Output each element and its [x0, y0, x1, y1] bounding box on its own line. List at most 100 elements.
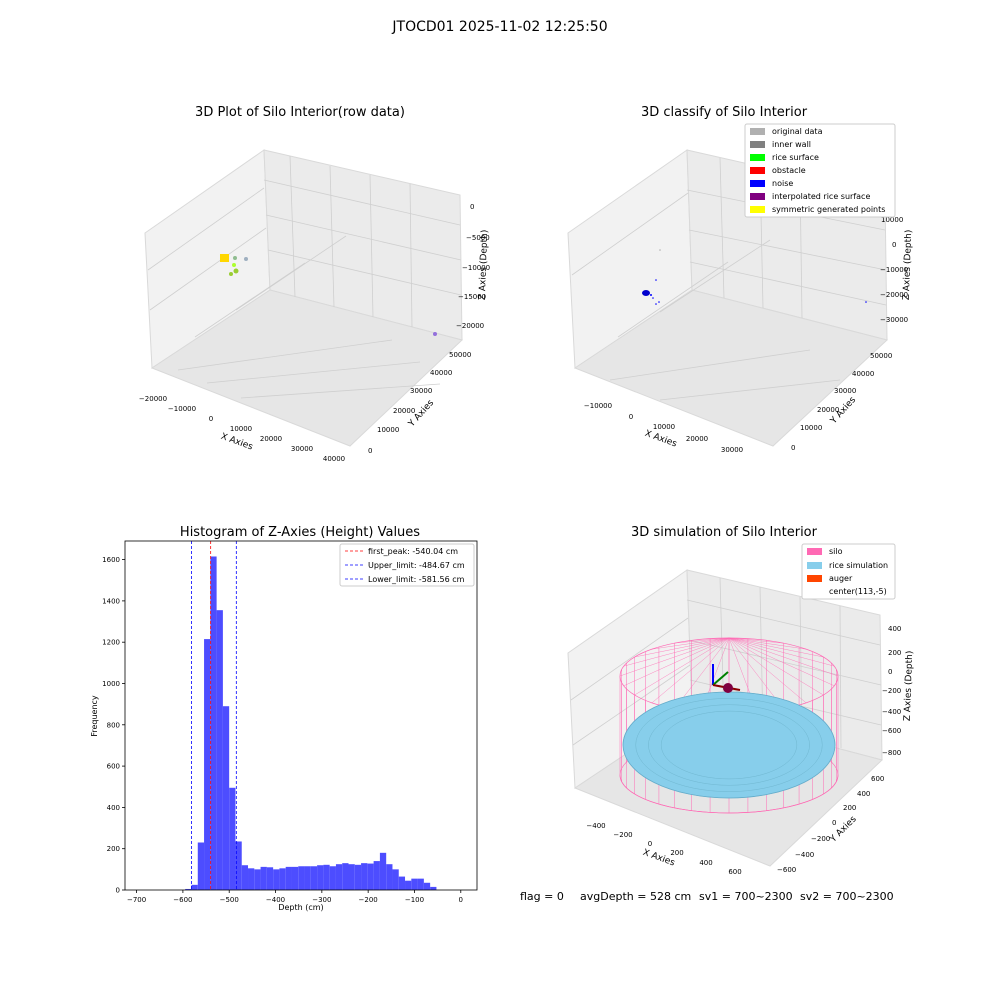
x-ticks: −700 −600 −500 −400 −300 −200 −100 0	[127, 890, 463, 904]
legend-label: center(113,-5)	[829, 587, 887, 596]
legend-label: auger	[829, 574, 853, 583]
silo-roof-line	[651, 637, 730, 650]
legend-swatch	[750, 141, 765, 148]
silo-roof-line	[728, 637, 835, 667]
legend: first_peak: -540.04 cm Upper_limit: -484…	[339, 543, 475, 587]
panel-classify-title: 3D classify of Silo Interior	[641, 105, 808, 120]
tick-y: −400	[795, 851, 814, 859]
tick-z: −10000	[880, 266, 908, 274]
tick-y: −200	[811, 835, 830, 843]
tick-y: 0	[791, 444, 795, 452]
histogram-reference-lines	[191, 541, 237, 890]
legend-label: inner wall	[772, 140, 811, 149]
y-tick-label: 600	[107, 763, 120, 771]
rice-contour	[661, 710, 797, 780]
histogram-bar	[430, 886, 437, 890]
data-points	[220, 254, 437, 336]
tick-y: 40000	[852, 370, 874, 378]
histogram-bar	[379, 852, 387, 890]
histogram-bar	[191, 884, 198, 890]
histogram-bar	[342, 863, 349, 890]
axis-label-y: Frequency	[90, 695, 99, 737]
legend: silo rice simulation auger center(113,-5…	[801, 543, 896, 600]
tick-y: 200	[843, 804, 856, 812]
flag-text: flag = 0	[520, 890, 564, 903]
tick-z: 0	[470, 203, 474, 211]
histogram-bar	[367, 863, 374, 890]
histogram-bar	[417, 878, 424, 890]
tick-z: −5000	[466, 234, 490, 242]
plot-frame	[124, 540, 478, 891]
silo-roof-line	[728, 637, 824, 696]
histogram-bar	[423, 882, 431, 890]
pane-floor	[150, 289, 463, 447]
histogram-bar	[361, 863, 368, 890]
histogram-bar	[329, 866, 336, 890]
tick-y: 30000	[410, 387, 432, 395]
legend-swatch	[807, 562, 822, 569]
x-tick-label: −600	[173, 896, 192, 904]
legend-label: silo	[829, 547, 843, 556]
legend-swatch	[750, 206, 765, 213]
axis-label-z: Z Axies (Depth)	[902, 230, 914, 301]
tick-z: 200	[888, 649, 901, 657]
histogram-bar	[185, 888, 192, 890]
x-tick-label: 0	[459, 896, 463, 904]
tick-x: 200	[670, 849, 683, 857]
legend-label: rice simulation	[829, 561, 888, 570]
x-tick-label: −300	[312, 896, 331, 904]
legend-swatch	[807, 548, 822, 555]
tick-x: 0	[648, 840, 652, 848]
tick-z: −600	[882, 727, 901, 735]
panel-raw-title: 3D Plot of Silo Interior(row data)	[195, 105, 405, 120]
rice-surface	[622, 691, 836, 799]
auger-marker	[712, 664, 741, 693]
legend-swatch	[750, 128, 765, 135]
histogram-bar	[279, 868, 286, 890]
y-tick-label: 1200	[102, 639, 120, 647]
x-tick-label: −400	[266, 896, 285, 904]
legend-swatch	[750, 167, 765, 174]
tick-y: 10000	[800, 424, 822, 432]
legend-swatch	[807, 575, 822, 582]
histogram-bar	[248, 868, 255, 890]
silo-roof-line	[623, 637, 730, 667]
histogram-bar	[235, 841, 242, 890]
x-tick-label: −700	[127, 896, 146, 904]
histogram-bar	[273, 869, 280, 890]
histogram-bar	[317, 865, 324, 890]
silo-roof-line	[728, 637, 807, 650]
panel-histogram: Histogram of Z-Axies (Height) Values −70…	[90, 525, 478, 912]
y-tick-label: 1400	[102, 597, 120, 605]
tick-x: −400	[586, 822, 605, 830]
histogram-bar	[373, 861, 380, 890]
tick-z: −20000	[880, 291, 908, 299]
histogram-bar	[392, 869, 399, 890]
tick-z: 400	[888, 625, 901, 633]
histogram-bar	[222, 706, 230, 890]
axis-label-x: X Axies	[643, 429, 678, 450]
tick-z: −15000	[458, 293, 486, 301]
tick-y: 50000	[870, 352, 892, 360]
panel-classify-3d: 3D classify of Silo Interior −10000 0 10…	[567, 105, 914, 454]
tick-x: −20000	[139, 395, 167, 403]
histogram-bar	[210, 556, 217, 890]
histogram-bars	[185, 556, 437, 890]
tick-z: −10000	[462, 264, 490, 272]
legend-label: rice surface	[772, 153, 819, 162]
tick-z: −800	[882, 749, 901, 757]
histogram-bar	[291, 866, 299, 890]
y-tick-label: 200	[107, 845, 120, 853]
histogram-bar	[197, 842, 205, 890]
legend-frame	[744, 123, 896, 218]
panel-simulation-3d: 3D simulation of Silo Interior −400 −200…	[567, 525, 915, 876]
tick-x: 400	[699, 859, 712, 867]
histogram-bar	[298, 866, 305, 890]
data-points	[642, 249, 867, 305]
tick-x: 10000	[653, 423, 675, 431]
tick-y: 10000	[377, 426, 399, 434]
silo-roof-line	[728, 637, 824, 658]
legend-label: obstacle	[772, 166, 806, 175]
silo-roof-line	[728, 637, 784, 644]
